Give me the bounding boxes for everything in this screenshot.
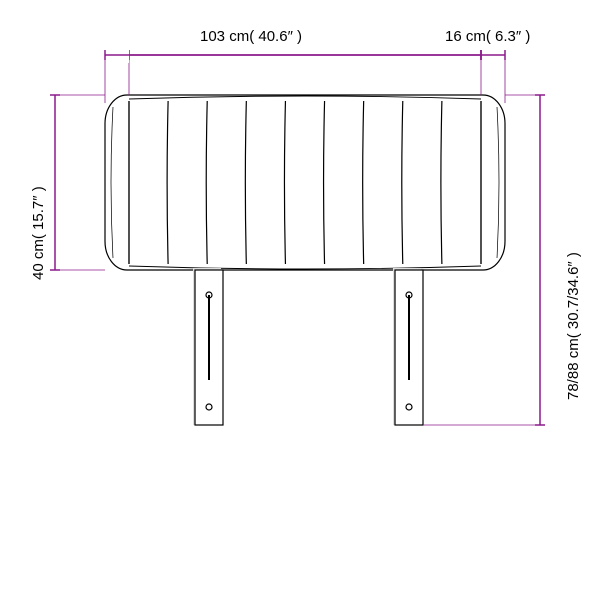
dim-right-cm: 78/88 cm — [565, 338, 582, 400]
dim-top-main-in: 40.6″ — [258, 28, 293, 45]
dim-label-right-total: 78/88 cm( 30.7/34.6″ ) — [565, 252, 582, 400]
dim-right-in: 30.7/34.6″ — [565, 261, 582, 329]
dim-top-side-cm: 16 cm — [445, 28, 486, 45]
dimension-diagram: 103 cm( 40.6″ ) 16 cm( 6.3″ ) 40 cm( 15.… — [0, 0, 600, 600]
dim-top-main-cm: 103 cm — [200, 28, 249, 45]
diagram-svg — [0, 0, 600, 600]
dim-label-top-side: 16 cm( 6.3″ ) — [445, 28, 530, 45]
dim-label-top-main: 103 cm( 40.6″ ) — [200, 28, 302, 45]
dim-left-in: 15.7″ — [30, 195, 47, 230]
dim-top-side-in: 6.3″ — [495, 28, 521, 45]
dim-left-cm: 40 cm — [30, 239, 47, 280]
dim-label-left-height: 40 cm( 15.7″ ) — [30, 186, 47, 280]
